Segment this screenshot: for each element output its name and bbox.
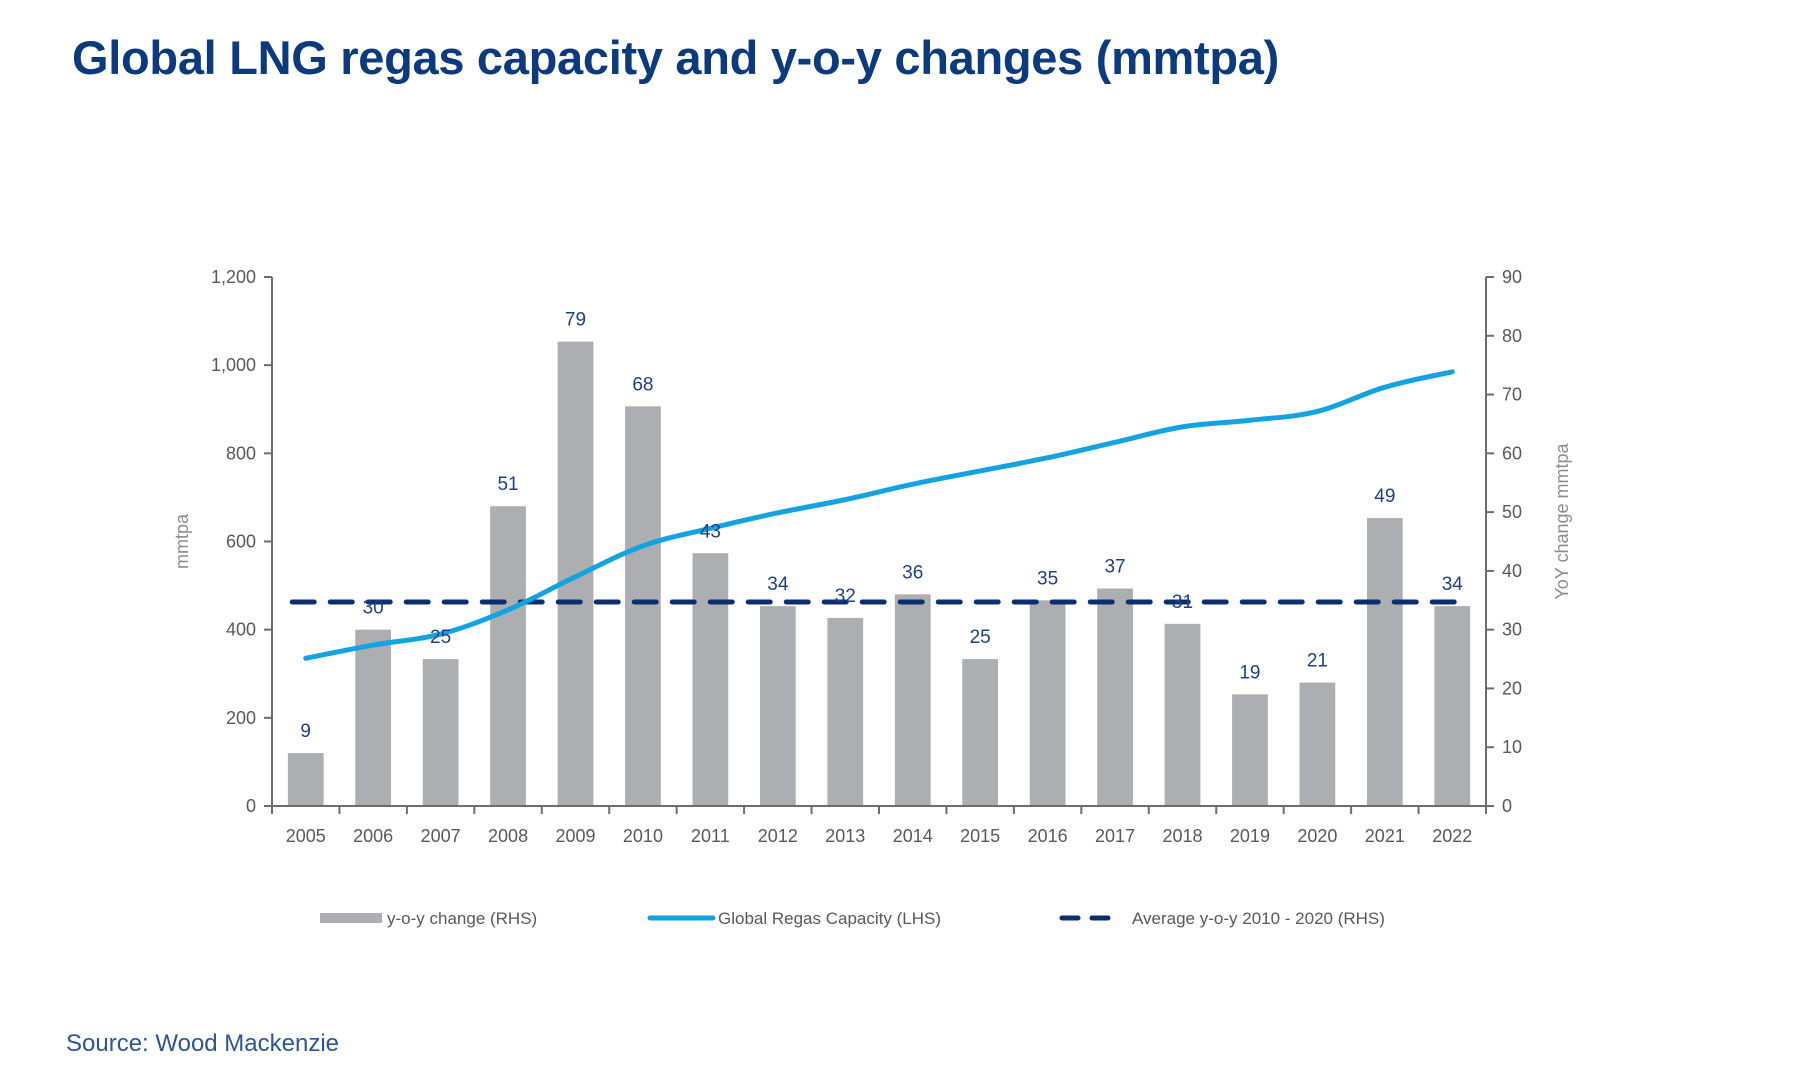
bar-data-label: 32	[835, 586, 856, 607]
legend-average-label: Average y-o-y 2010 - 2020 (RHS)	[1132, 909, 1385, 928]
source-note: Source: Wood Mackenzie	[66, 1030, 340, 1057]
left-axis-title: mmtpa	[172, 513, 192, 569]
x-tick-label: 2007	[421, 826, 461, 846]
right-tick-label: 10	[1502, 737, 1522, 757]
x-tick-label: 2009	[555, 826, 595, 846]
legend: y-o-y change (RHS) Global Regas Capacity …	[320, 909, 1385, 928]
bar-2005	[287, 753, 324, 806]
bar-2013	[827, 617, 864, 806]
bar-2012	[759, 606, 796, 806]
bar-data-label: 30	[363, 598, 384, 619]
bar-data-label: 51	[497, 474, 518, 495]
bar-2021	[1366, 517, 1403, 806]
bar-data-label: 21	[1307, 651, 1328, 672]
x-tick-label: 2021	[1365, 826, 1405, 846]
x-tick-label: 2018	[1162, 826, 1202, 846]
data-labels-layer: 9 30 25 51 79 68 43 34 32 36 25 35 37 31 19 21 49 34	[300, 310, 1463, 742]
bar-2019	[1232, 694, 1268, 806]
left-tick-label: 1,200	[211, 267, 256, 287]
bar-2017	[1097, 588, 1133, 806]
bar-data-label: 79	[565, 310, 586, 331]
bar-data-label: 25	[430, 627, 451, 648]
x-tick-label: 2012	[758, 826, 798, 846]
bar-data-label: 9	[300, 721, 311, 742]
bar-data-label: 25	[970, 627, 991, 648]
right-tick-label: 0	[1502, 796, 1512, 816]
left-tick-label: 0	[246, 796, 256, 816]
x-tick-label: 2011	[691, 826, 730, 846]
bar-2020	[1299, 682, 1336, 806]
chart-title: Global LNG regas capacity and y-o-y chan…	[72, 31, 1279, 84]
bar-data-label: 36	[902, 562, 923, 583]
bar-data-label: 34	[1442, 574, 1464, 595]
legend-line-label: Global Regas Capacity (LHS)	[718, 909, 941, 928]
bar-data-label: 35	[1037, 568, 1058, 589]
bar-2018	[1164, 623, 1201, 806]
bars-layer	[287, 341, 1471, 806]
bar-data-label: 34	[767, 574, 789, 595]
x-tick-label: 2014	[893, 826, 933, 846]
bar-data-label: 19	[1239, 662, 1260, 683]
right-tick-label: 40	[1502, 561, 1522, 581]
x-tick-label: 2022	[1432, 826, 1472, 846]
right-tick-label: 80	[1502, 326, 1522, 346]
left-tick-label: 400	[226, 620, 256, 640]
right-tick-label: 70	[1502, 385, 1522, 405]
bar-2011	[692, 553, 729, 806]
x-tick-label: 2008	[488, 826, 528, 846]
x-tick-label: 2016	[1028, 826, 1068, 846]
x-tick-label: 2006	[353, 826, 393, 846]
x-tick-label: 2013	[825, 826, 865, 846]
x-tick-label: 2005	[286, 826, 326, 846]
bar-data-label: 49	[1374, 486, 1395, 507]
bar-2010	[625, 406, 661, 806]
legend-bar-swatch	[320, 913, 382, 923]
bar-data-label: 43	[700, 521, 721, 542]
left-tick-label: 800	[226, 443, 256, 463]
right-tick-label: 60	[1502, 443, 1522, 463]
legend-bar-label: y-o-y change (RHS)	[387, 909, 537, 928]
left-tick-label: 1,000	[211, 355, 256, 375]
bar-2016	[1029, 600, 1066, 806]
right-tick-label: 90	[1502, 267, 1522, 287]
x-tick-label: 2010	[623, 826, 663, 846]
right-tick-label: 20	[1502, 678, 1522, 698]
bar-2014	[894, 594, 931, 806]
bar-2007	[422, 659, 459, 806]
bar-data-label: 68	[632, 374, 653, 395]
bar-2009	[557, 341, 594, 806]
right-tick-label: 30	[1502, 620, 1522, 640]
bar-2022	[1434, 606, 1471, 806]
bar-2015	[962, 659, 999, 806]
left-tick-label: 200	[226, 708, 256, 728]
capacity-line	[303, 369, 1455, 661]
right-axis-title: YoY change mmtpa	[1552, 442, 1572, 599]
bar-2008	[490, 506, 526, 806]
left-tick-label: 600	[226, 532, 256, 552]
capacity-line-layer	[303, 369, 1455, 661]
bar-2006	[355, 629, 392, 806]
x-tick-label: 2015	[960, 826, 1000, 846]
right-tick-label: 50	[1502, 502, 1522, 522]
x-tick-label: 2020	[1297, 826, 1337, 846]
x-tick-label: 2017	[1095, 826, 1135, 846]
axes-layer: 0 200 400 600 800 1,000 1,200 0 10 20 30 40 50 60 70 80…	[172, 267, 1572, 846]
bar-data-label: 37	[1104, 557, 1125, 578]
bar-data-label: 31	[1172, 592, 1193, 613]
x-tick-label: 2019	[1230, 826, 1270, 846]
